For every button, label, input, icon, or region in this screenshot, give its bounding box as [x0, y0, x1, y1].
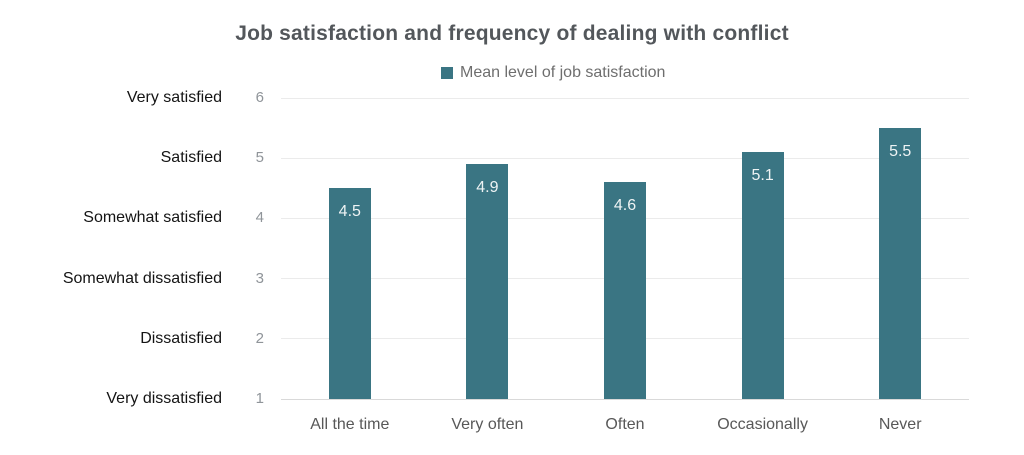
y-axis-tick-number: 2: [255, 329, 264, 347]
legend-label: Mean level of job satisfaction: [460, 64, 666, 81]
bar-value-label: 5.1: [751, 167, 774, 185]
bar-all-the-time: 4.5: [328, 188, 371, 399]
x-axis-label-all-the-time: All the time: [310, 416, 390, 433]
legend-swatch-icon: [441, 67, 453, 79]
bar-never: 5.5: [879, 128, 922, 399]
legend: Mean level of job satisfaction: [441, 64, 665, 82]
y-axis-tick-number: 5: [255, 149, 264, 167]
gridline-y-5: [281, 157, 969, 159]
x-axis-label-never: Never: [878, 416, 922, 433]
bar-value-label: 4.9: [476, 179, 499, 197]
y-axis-category-label: Dissatisfied: [140, 329, 222, 347]
y-axis-category-label: Somewhat satisfied: [83, 209, 222, 227]
y-axis-category-label: Very satisfied: [126, 89, 222, 106]
chart-title: Job satisfaction and frequency of dealin…: [235, 22, 789, 45]
gridline-y-1: [281, 398, 969, 400]
y-axis-tick-number: 4: [255, 209, 264, 227]
bar-very-often: 4.9: [466, 164, 509, 399]
x-axis-label-often: Often: [605, 416, 645, 433]
y-axis-tick-number: 1: [255, 390, 264, 407]
y-axis-category-label: Satisfied: [160, 149, 222, 167]
y-axis-category-label: Somewhat dissatisfied: [62, 269, 222, 287]
x-axis-label-very-often: Very often: [451, 416, 524, 433]
bar-value-label: 4.6: [613, 197, 637, 215]
y-axis-tick-number: 6: [255, 89, 264, 106]
x-axis-label-occasionally: Occasionally: [717, 416, 808, 433]
y-axis-category-label: Very dissatisfied: [106, 390, 222, 407]
bar-value-label: 4.5: [338, 203, 361, 221]
bar-occasionally: 5.1: [741, 152, 784, 399]
bar-value-label: 5.5: [889, 143, 912, 161]
y-axis-tick-number: 3: [255, 269, 264, 287]
gridline-y-6: [281, 97, 969, 99]
bar-often: 4.6: [604, 182, 646, 399]
